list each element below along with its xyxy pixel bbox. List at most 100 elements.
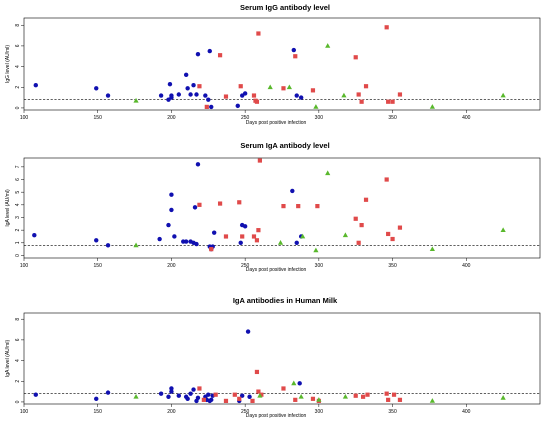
- panel-2-circle-point-18: [211, 230, 217, 235]
- panel-2-y-axis-label: IgA level (AU/ml): [5, 189, 11, 227]
- panel-1-triangle-point-1: [267, 84, 273, 90]
- panel-2-xtick-label-0: 100: [20, 263, 29, 269]
- panel-2-square-point-16: [363, 197, 369, 202]
- panel-2-circle-point-4: [166, 222, 171, 228]
- panel-2-circle-point-12: [192, 205, 198, 210]
- panel-1-ytick-label-3: 6: [15, 44, 21, 47]
- panel-1-square-point-18: [390, 99, 395, 104]
- panel-1-square-point-8: [256, 31, 261, 36]
- panel-1-square-point-10: [293, 54, 298, 59]
- panel-1-square-point-14: [359, 99, 364, 104]
- panel-3-circle-point-16: [206, 392, 211, 397]
- panel-1-triangle-point-3: [313, 104, 319, 109]
- panel-2-square-point-3: [223, 234, 229, 239]
- panel-2-circle-point-2: [105, 243, 111, 248]
- panel-2-square-point-13: [353, 216, 358, 221]
- panel-1-square-point-2: [217, 53, 223, 58]
- panel-2-square-point-15: [359, 222, 364, 228]
- panel-1-circle-point-22: [291, 47, 296, 53]
- panel-3-square-point-11: [293, 397, 298, 402]
- panel-3-triangle-point-7: [500, 394, 506, 400]
- panel-3-ytick-label-0: 0: [15, 400, 21, 403]
- panel-3-circle-point-4: [166, 394, 171, 399]
- panel-1-ytick-label-2: 4: [15, 65, 21, 68]
- panel-1-square-point-17: [386, 99, 391, 104]
- panel-1-square-point-3: [223, 94, 229, 99]
- panel-1-circle-point-17: [207, 48, 212, 54]
- panel-3-circle-point-0: [33, 392, 38, 397]
- panel-1-title: Serum IgG antibody level: [240, 3, 330, 12]
- panel-2-circle-point-23: [294, 240, 299, 246]
- panel-3-xtick-label-3: 250: [241, 409, 250, 415]
- panel-1-triangle-point-5: [341, 92, 347, 98]
- panel-3-xtick-label-0: 100: [20, 409, 29, 415]
- panel-2-triangle-point-3: [313, 247, 319, 253]
- panel-2-circle-point-9: [183, 239, 189, 244]
- panel-2-triangle-point-0: [133, 242, 139, 248]
- panel-2-square-point-18: [386, 231, 391, 237]
- panel-1-square-point-13: [356, 92, 361, 97]
- panel-3-square-point-7: [254, 369, 260, 375]
- panel-3-xtick-label-5: 350: [388, 409, 397, 415]
- panel-2-square-point-7: [254, 238, 260, 243]
- panel-1-xtick-label-2: 200: [167, 115, 176, 121]
- panel-3-triangle-point-1: [257, 392, 263, 398]
- panel-2-square-point-6: [251, 234, 257, 239]
- panel-3-square-point-18: [386, 397, 391, 402]
- panel-3-triangle-point-6: [429, 398, 435, 403]
- panel-3-triangle-point-4: [316, 397, 322, 402]
- panel-2-xtick-label-2: 200: [167, 263, 176, 269]
- panel-3-square-point-6: [250, 398, 255, 403]
- panel-3-circle-point-18: [209, 397, 214, 403]
- panel-2-ytick-label-6: 6: [15, 178, 21, 181]
- panel-3-ytick-label-4: 8: [15, 318, 21, 321]
- panel-2-square-point-2: [217, 201, 223, 206]
- panel-3-circle-point-2: [105, 390, 111, 395]
- panel-3-circle-point-3: [158, 391, 164, 396]
- panel-2-triangle-point-4: [325, 170, 331, 176]
- panel-3-circle-point-10: [188, 391, 193, 396]
- panel-3-x-axis-label: Days post positive infection: [246, 413, 307, 419]
- panel-3-xtick-label-1: 150: [94, 409, 103, 415]
- panel-2-xtick-label-6: 400: [462, 263, 471, 269]
- panel-3-triangle-point-3: [298, 393, 304, 399]
- panel-1-square-point-4: [238, 84, 243, 89]
- panel-2-ytick-label-0: 0: [15, 254, 21, 257]
- panel-1-xtick-label-4: 300: [315, 115, 324, 121]
- panel-3-circle-point-11: [191, 387, 196, 392]
- panel-1-triangle-point-2: [286, 84, 292, 90]
- panel-3-square-point-16: [365, 392, 370, 397]
- panel-3-circle-point-13: [195, 395, 201, 400]
- panel-3-square-point-19: [391, 392, 397, 397]
- panel-1-square-point-12: [353, 55, 358, 60]
- panel-1-square-point-11: [310, 88, 316, 93]
- panel-1-circle-point-3: [158, 93, 164, 98]
- panel-3-square-point-10: [281, 386, 286, 391]
- panel-1-ytick-label-4: 8: [15, 24, 21, 27]
- panel-3-square-point-4: [232, 392, 237, 397]
- panel-1-circle-point-11: [188, 92, 193, 97]
- panel-1-triangle-point-0: [133, 97, 139, 103]
- panel-1-xtick-label-6: 400: [462, 115, 471, 121]
- panel-1-circle-point-1: [94, 86, 99, 91]
- panel-2-triangle-point-7: [500, 227, 506, 233]
- panel-2-circle-point-13: [194, 241, 199, 247]
- panel-1-square-point-16: [384, 25, 389, 30]
- panel-2-circle-point-1: [94, 238, 99, 243]
- panel-2-square-point-12: [315, 204, 320, 209]
- panel-3-square-point-14: [353, 393, 358, 398]
- panel-2-ytick-label-3: 3: [15, 216, 21, 219]
- panel-1-ytick-label-1: 2: [15, 86, 21, 89]
- panel-1-circle-point-12: [191, 82, 196, 88]
- panel-3-circle-point-7: [176, 393, 181, 398]
- panel-2-ytick-label-1: 1: [15, 241, 21, 244]
- panel-2-circle-point-0: [32, 233, 37, 238]
- panel-2-square-point-17: [384, 177, 389, 182]
- panel-2-square-point-4: [237, 200, 242, 205]
- panel-3-xtick-label-2: 200: [167, 409, 176, 415]
- panel-3-xtick-label-4: 300: [315, 409, 324, 415]
- panel-3-triangle-point-5: [342, 393, 348, 399]
- panel-1-triangle-point-7: [500, 92, 506, 98]
- panel-3-title: IgA antibodies in Human Milk: [233, 296, 338, 305]
